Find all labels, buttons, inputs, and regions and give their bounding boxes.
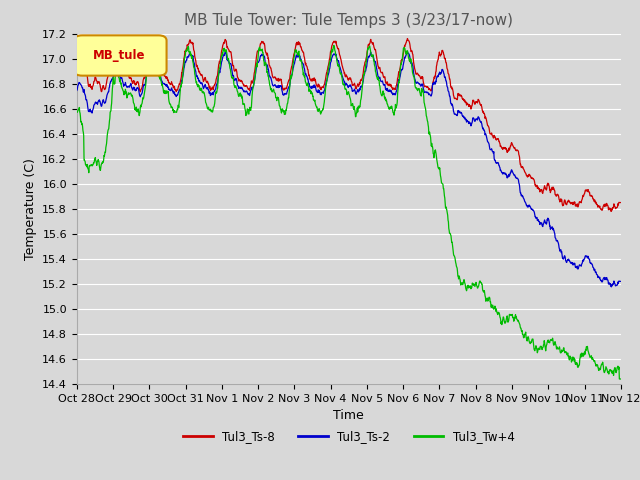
X-axis label: Time: Time xyxy=(333,409,364,422)
Title: MB Tule Tower: Tule Temps 3 (3/23/17-now): MB Tule Tower: Tule Temps 3 (3/23/17-now… xyxy=(184,13,513,28)
Y-axis label: Temperature (C): Temperature (C) xyxy=(24,158,36,260)
Text: MB_tule: MB_tule xyxy=(93,49,145,62)
FancyBboxPatch shape xyxy=(74,36,166,76)
Legend: Tul3_Ts-8, Tul3_Ts-2, Tul3_Tw+4: Tul3_Ts-8, Tul3_Ts-2, Tul3_Tw+4 xyxy=(179,426,519,448)
